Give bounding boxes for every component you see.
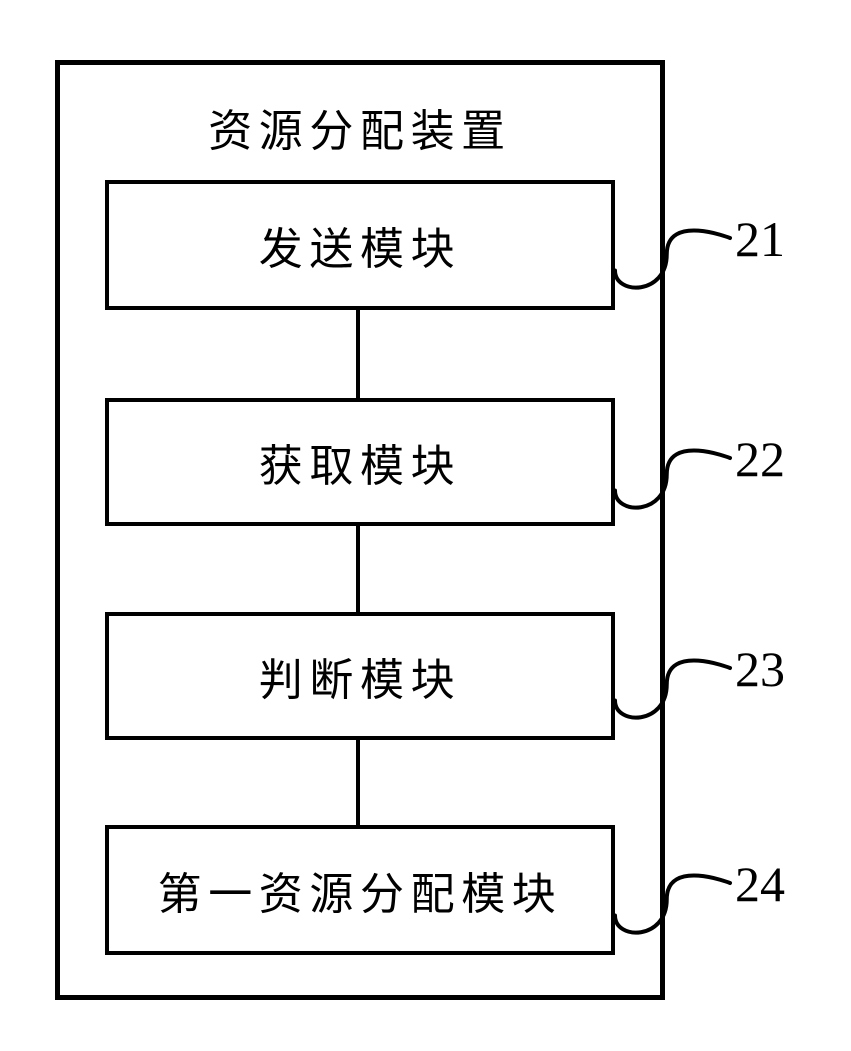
module-judge-label: 判断模块 xyxy=(259,644,461,708)
module-get-label: 获取模块 xyxy=(259,430,461,494)
diagram-title: 资源分配装置 xyxy=(120,95,600,159)
connector-3 xyxy=(356,740,360,825)
connector-2 xyxy=(356,526,360,612)
module-send-label: 发送模块 xyxy=(259,213,461,277)
callout-number-1: 21 xyxy=(735,210,785,268)
module-first-resource-label: 第一资源分配模块 xyxy=(158,858,563,922)
module-get: 获取模块 xyxy=(105,398,615,526)
callout-number-3: 23 xyxy=(735,640,785,698)
module-send: 发送模块 xyxy=(105,180,615,310)
callout-number-2: 22 xyxy=(735,430,785,488)
module-judge: 判断模块 xyxy=(105,612,615,740)
module-first-resource: 第一资源分配模块 xyxy=(105,825,615,955)
connector-1 xyxy=(356,310,360,398)
callout-number-4: 24 xyxy=(735,855,785,913)
